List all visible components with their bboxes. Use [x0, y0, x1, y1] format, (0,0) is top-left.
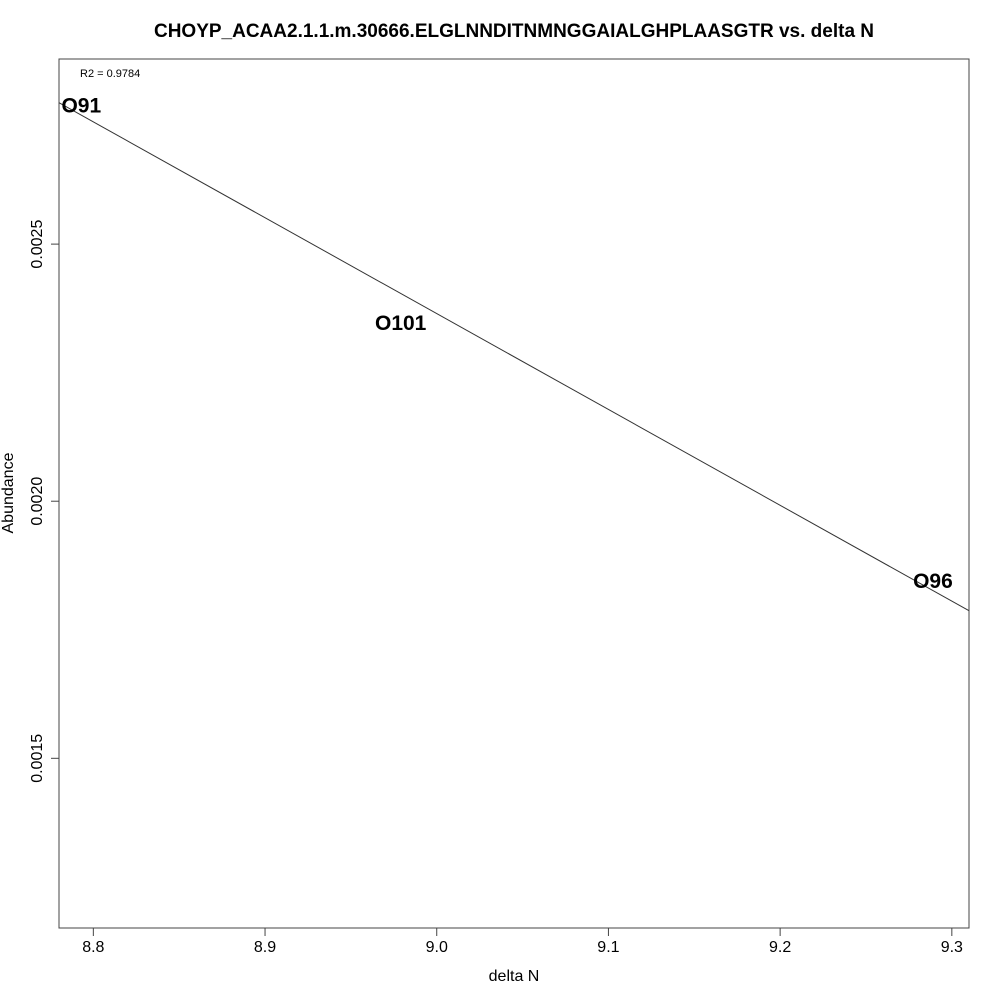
y-tick-label: 0.0025 — [29, 220, 46, 269]
y-axis: 0.0015 0.0020 0.0025 — [29, 220, 59, 783]
data-points: O91 O101 O96 — [61, 94, 952, 593]
data-point-o101: O101 — [375, 312, 427, 335]
plot-frame — [58, 58, 970, 929]
y-tick-label: 0.0020 — [29, 477, 46, 526]
x-tick-label: 8.9 — [254, 939, 276, 956]
y-axis-title: Abundance — [0, 452, 17, 533]
x-tick-label: 9.0 — [426, 939, 448, 956]
x-tick-label: 9.2 — [769, 939, 791, 956]
data-point-o96: O96 — [913, 570, 953, 593]
x-tick-label: 8.8 — [82, 939, 104, 956]
x-axis-title: delta N — [489, 968, 540, 985]
chart-title: CHOYP_ACAA2.1.1.m.30666.ELGLNNDITNMNGGAI… — [154, 21, 874, 42]
x-tick-label: 9.3 — [941, 939, 963, 956]
data-point-o91: O91 — [61, 94, 101, 117]
x-axis: 8.8 8.9 9.0 9.1 9.2 9.3 — [82, 928, 963, 956]
regression-line — [58, 102, 970, 612]
x-tick-label: 9.1 — [597, 939, 619, 956]
y-tick-label: 0.0015 — [29, 734, 46, 783]
r2-annotation: R2 = 0.9784 — [80, 68, 140, 80]
